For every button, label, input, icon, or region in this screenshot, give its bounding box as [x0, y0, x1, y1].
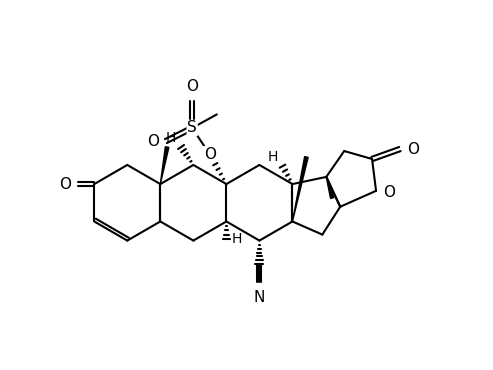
Text: N: N: [254, 290, 265, 305]
Text: O: O: [204, 147, 215, 162]
Text: H: H: [231, 232, 242, 246]
Polygon shape: [160, 147, 169, 184]
Text: O: O: [407, 142, 419, 157]
Text: O: O: [383, 185, 395, 200]
Polygon shape: [292, 157, 308, 222]
Text: O: O: [186, 79, 198, 94]
Text: H: H: [166, 131, 176, 145]
Text: H: H: [267, 150, 278, 164]
Text: O: O: [59, 176, 71, 192]
Text: S: S: [187, 121, 197, 135]
Polygon shape: [326, 177, 334, 198]
Text: O: O: [147, 134, 159, 149]
